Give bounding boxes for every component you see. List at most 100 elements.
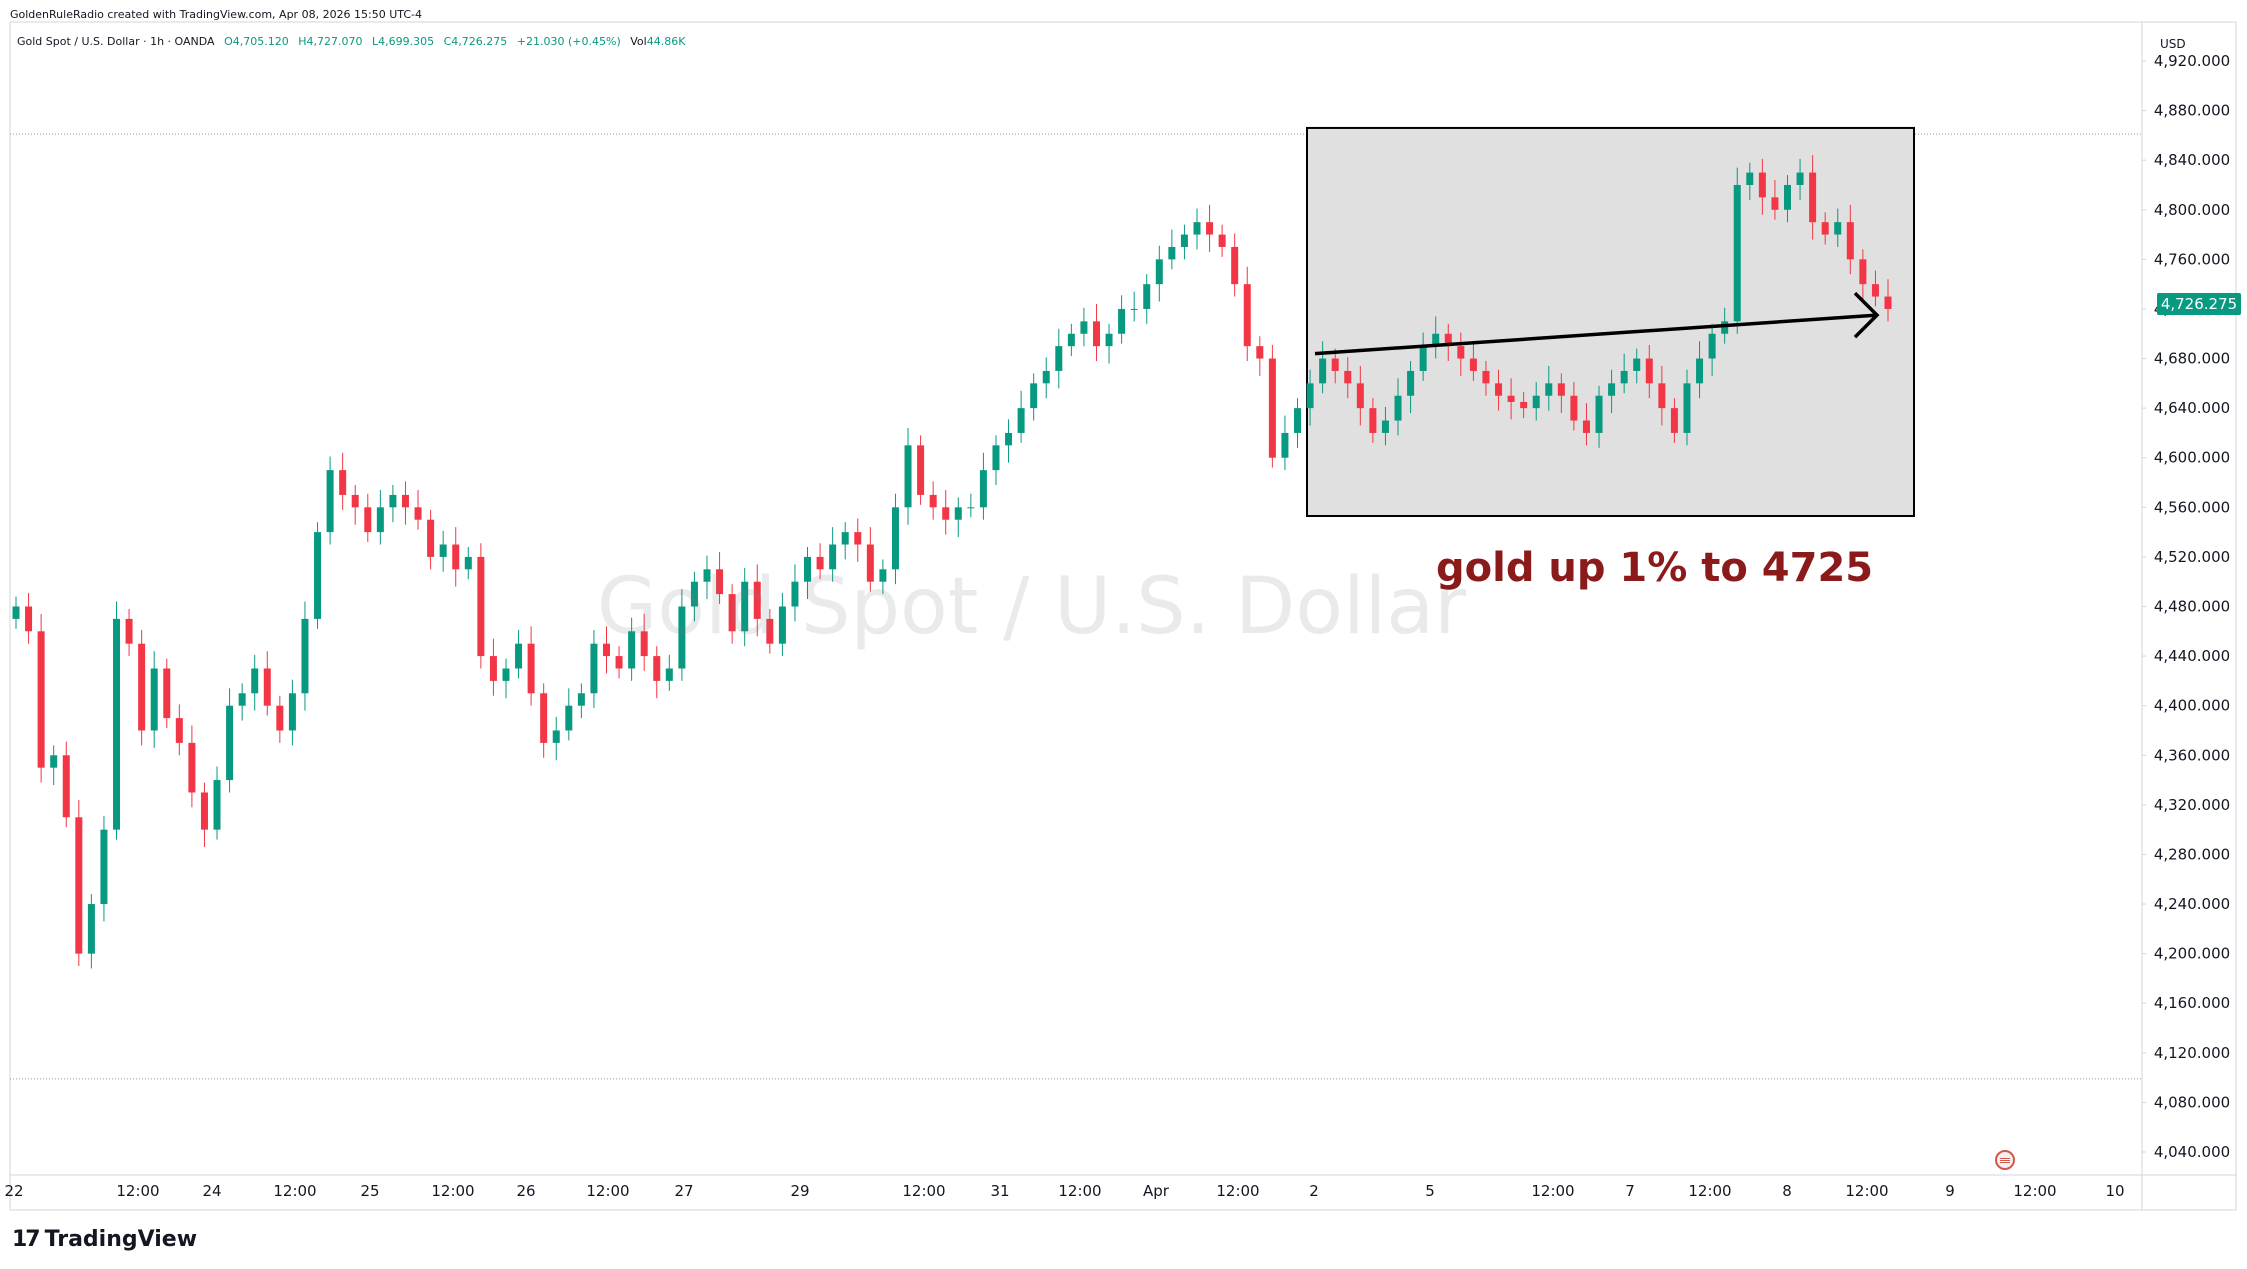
candle-body xyxy=(138,643,146,731)
candle-body xyxy=(163,668,171,719)
candle xyxy=(1080,307,1088,347)
candle-body xyxy=(1407,370,1415,396)
candle-body xyxy=(841,532,849,545)
candle-body xyxy=(489,656,497,681)
candle-body xyxy=(1683,383,1691,433)
candle-body xyxy=(1708,333,1716,359)
candle-body xyxy=(1871,284,1879,297)
low-value: L4,699.305 xyxy=(372,35,435,48)
candle xyxy=(1042,357,1050,399)
candle xyxy=(452,527,460,587)
price-axis[interactable]: 4,040.000 4,080.000 4,120.000 4,160.000 4,20… xyxy=(2142,52,2230,1161)
candle-body xyxy=(351,494,359,508)
us-flag-icon[interactable] xyxy=(1995,1150,2015,1170)
candle-body xyxy=(1746,172,1754,185)
candle xyxy=(653,646,661,699)
chart-annotation[interactable]: gold up 1% to 4725 xyxy=(1436,545,1874,591)
candle-body xyxy=(1344,370,1352,384)
candle xyxy=(364,493,372,543)
candle-body xyxy=(1030,383,1038,409)
candle xyxy=(804,546,812,600)
candle xyxy=(376,489,384,545)
candle-body xyxy=(1796,172,1804,185)
candle xyxy=(1859,249,1867,302)
candle-body xyxy=(251,668,259,694)
candle-body xyxy=(25,606,33,632)
candle xyxy=(1457,332,1465,376)
x-tick-label: 10 xyxy=(2105,1182,2124,1200)
candle-body xyxy=(1369,408,1377,433)
candle xyxy=(1809,155,1817,240)
trend-arrow[interactable] xyxy=(1314,291,1880,356)
x-tick-label: 29 xyxy=(790,1182,809,1200)
candle-body xyxy=(1067,333,1075,347)
candle xyxy=(929,481,937,520)
x-tick-label: 25 xyxy=(360,1182,379,1200)
x-tick-label: 9 xyxy=(1945,1182,1955,1200)
candle-body xyxy=(540,693,548,743)
y-tick-label: 4,800.000 xyxy=(2154,201,2230,219)
candle-body xyxy=(1733,184,1741,322)
candle-body xyxy=(226,705,234,781)
candle-body xyxy=(1231,246,1239,285)
candle-body xyxy=(1834,222,1842,235)
candle-body xyxy=(665,668,673,681)
x-tick-label: 26 xyxy=(516,1182,535,1200)
rectangle-drawing[interactable] xyxy=(1306,126,1915,517)
y-tick-label: 4,640.000 xyxy=(2154,399,2230,417)
candle-body xyxy=(1846,222,1854,260)
candle xyxy=(1557,373,1565,414)
candle-body xyxy=(1696,358,1704,384)
candle-body xyxy=(364,507,372,533)
candle xyxy=(351,485,359,525)
candle-body xyxy=(100,829,108,905)
y-tick-label: 4,240.000 xyxy=(2154,895,2230,913)
candle-body xyxy=(577,693,585,706)
y-tick-label: 4,920.000 xyxy=(2154,52,2230,70)
candle-body xyxy=(213,780,221,830)
candle xyxy=(552,716,560,761)
candle xyxy=(12,596,20,629)
candle xyxy=(1344,357,1352,399)
candle-body xyxy=(1495,383,1503,396)
x-tick-label: 12:00 xyxy=(431,1182,474,1200)
candle xyxy=(326,456,334,545)
x-tick-label: 7 xyxy=(1625,1182,1635,1200)
candle-body xyxy=(778,606,786,644)
candle-body xyxy=(1243,284,1251,347)
time-axis[interactable]: 22 12:00 24 12:00 25 12:00 26 12:00 27 29 12:00 31 1… xyxy=(4,1182,2124,1200)
candle-body xyxy=(1168,246,1176,260)
candle xyxy=(1482,361,1490,396)
candle xyxy=(477,543,485,669)
candle xyxy=(716,551,724,605)
candle xyxy=(1871,270,1879,307)
candle xyxy=(1369,398,1377,443)
candle xyxy=(439,530,447,572)
candle-body xyxy=(917,445,925,495)
candle xyxy=(628,617,636,681)
tradingview-brand[interactable]: 17 TradingView xyxy=(12,1227,197,1252)
candle xyxy=(1532,382,1540,421)
candle-body xyxy=(1783,184,1791,210)
candle xyxy=(1005,419,1013,463)
candle xyxy=(62,741,70,828)
candle xyxy=(1582,403,1590,446)
candle xyxy=(728,584,736,644)
candle-body xyxy=(1520,401,1528,409)
candle-body xyxy=(1809,172,1817,223)
candle-body xyxy=(1394,395,1402,421)
candle xyxy=(854,518,862,562)
candle-body xyxy=(314,532,322,619)
credit-line: GoldenRuleRadio created with TradingView… xyxy=(10,8,423,21)
y-tick-label: 4,200.000 xyxy=(2154,945,2230,963)
x-tick-label: 12:00 xyxy=(1216,1182,1259,1200)
y-tick-label: 4,280.000 xyxy=(2154,845,2230,863)
candle xyxy=(1180,224,1188,260)
candle-body xyxy=(653,656,661,681)
candle-body xyxy=(804,556,812,582)
candle xyxy=(1620,353,1628,394)
candle-body xyxy=(904,445,912,508)
high-value: H4,727.070 xyxy=(298,35,363,48)
candle xyxy=(1432,316,1440,359)
